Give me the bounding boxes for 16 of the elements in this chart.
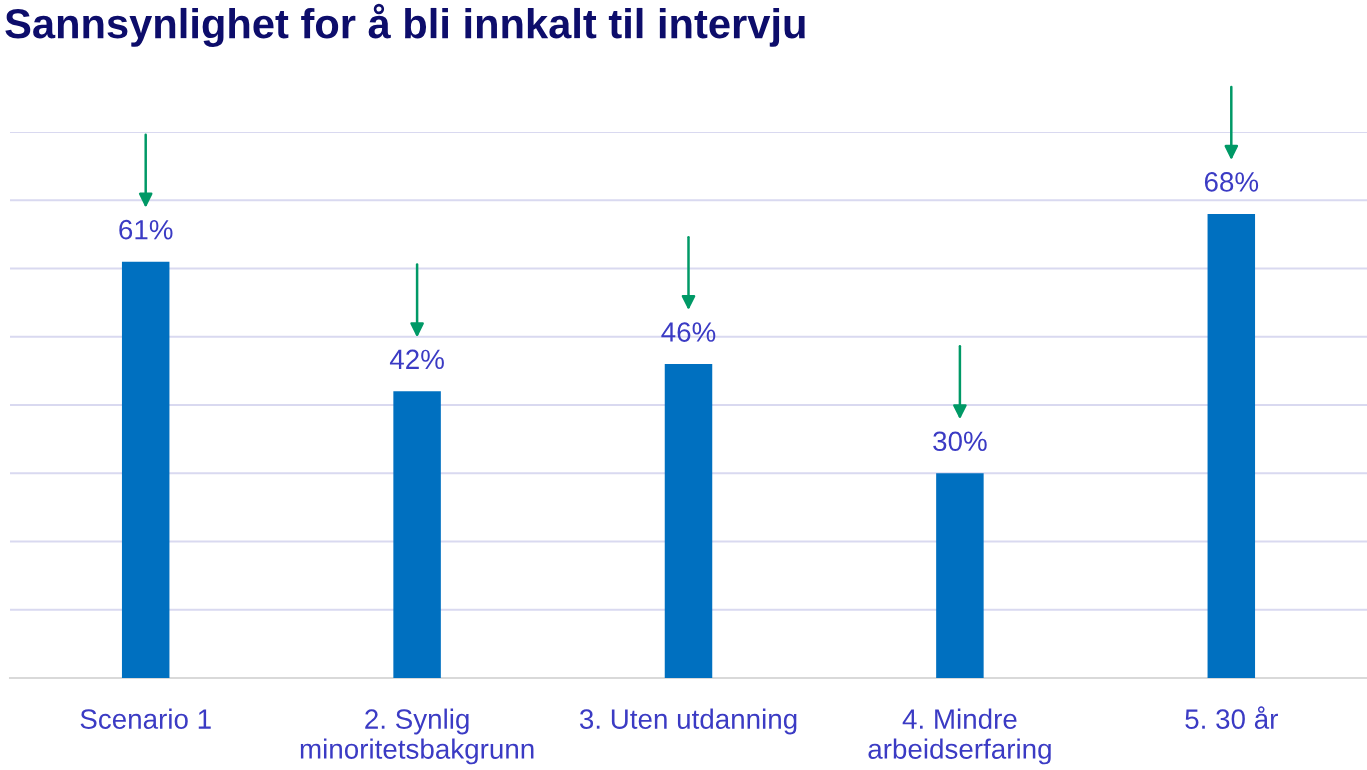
data-label: 42% — [389, 349, 444, 370]
x-tick-label: 5. 30 år — [1185, 706, 1278, 729]
data-label: 68% — [1204, 172, 1259, 192]
data-label: 46% — [661, 322, 716, 342]
chart-title: Sannsynlighet for å bli innkalt til intervju — [5, 3, 805, 47]
bar — [664, 364, 713, 678]
data-label: 30% — [933, 431, 987, 452]
x-tick-label: Scenario 1 — [80, 708, 211, 729]
x-tick-label: 4. Mindre arbeidserfaring — [868, 708, 1051, 765]
bar — [121, 261, 170, 678]
bar — [1207, 213, 1256, 678]
data-label: 61% — [119, 219, 173, 240]
bar — [936, 473, 984, 678]
x-tick-label: 3. Uten utdanning — [579, 708, 797, 735]
bar — [393, 391, 441, 678]
x-tick-label: 2. Synlig minoritetsbakgrunn — [300, 708, 534, 765]
